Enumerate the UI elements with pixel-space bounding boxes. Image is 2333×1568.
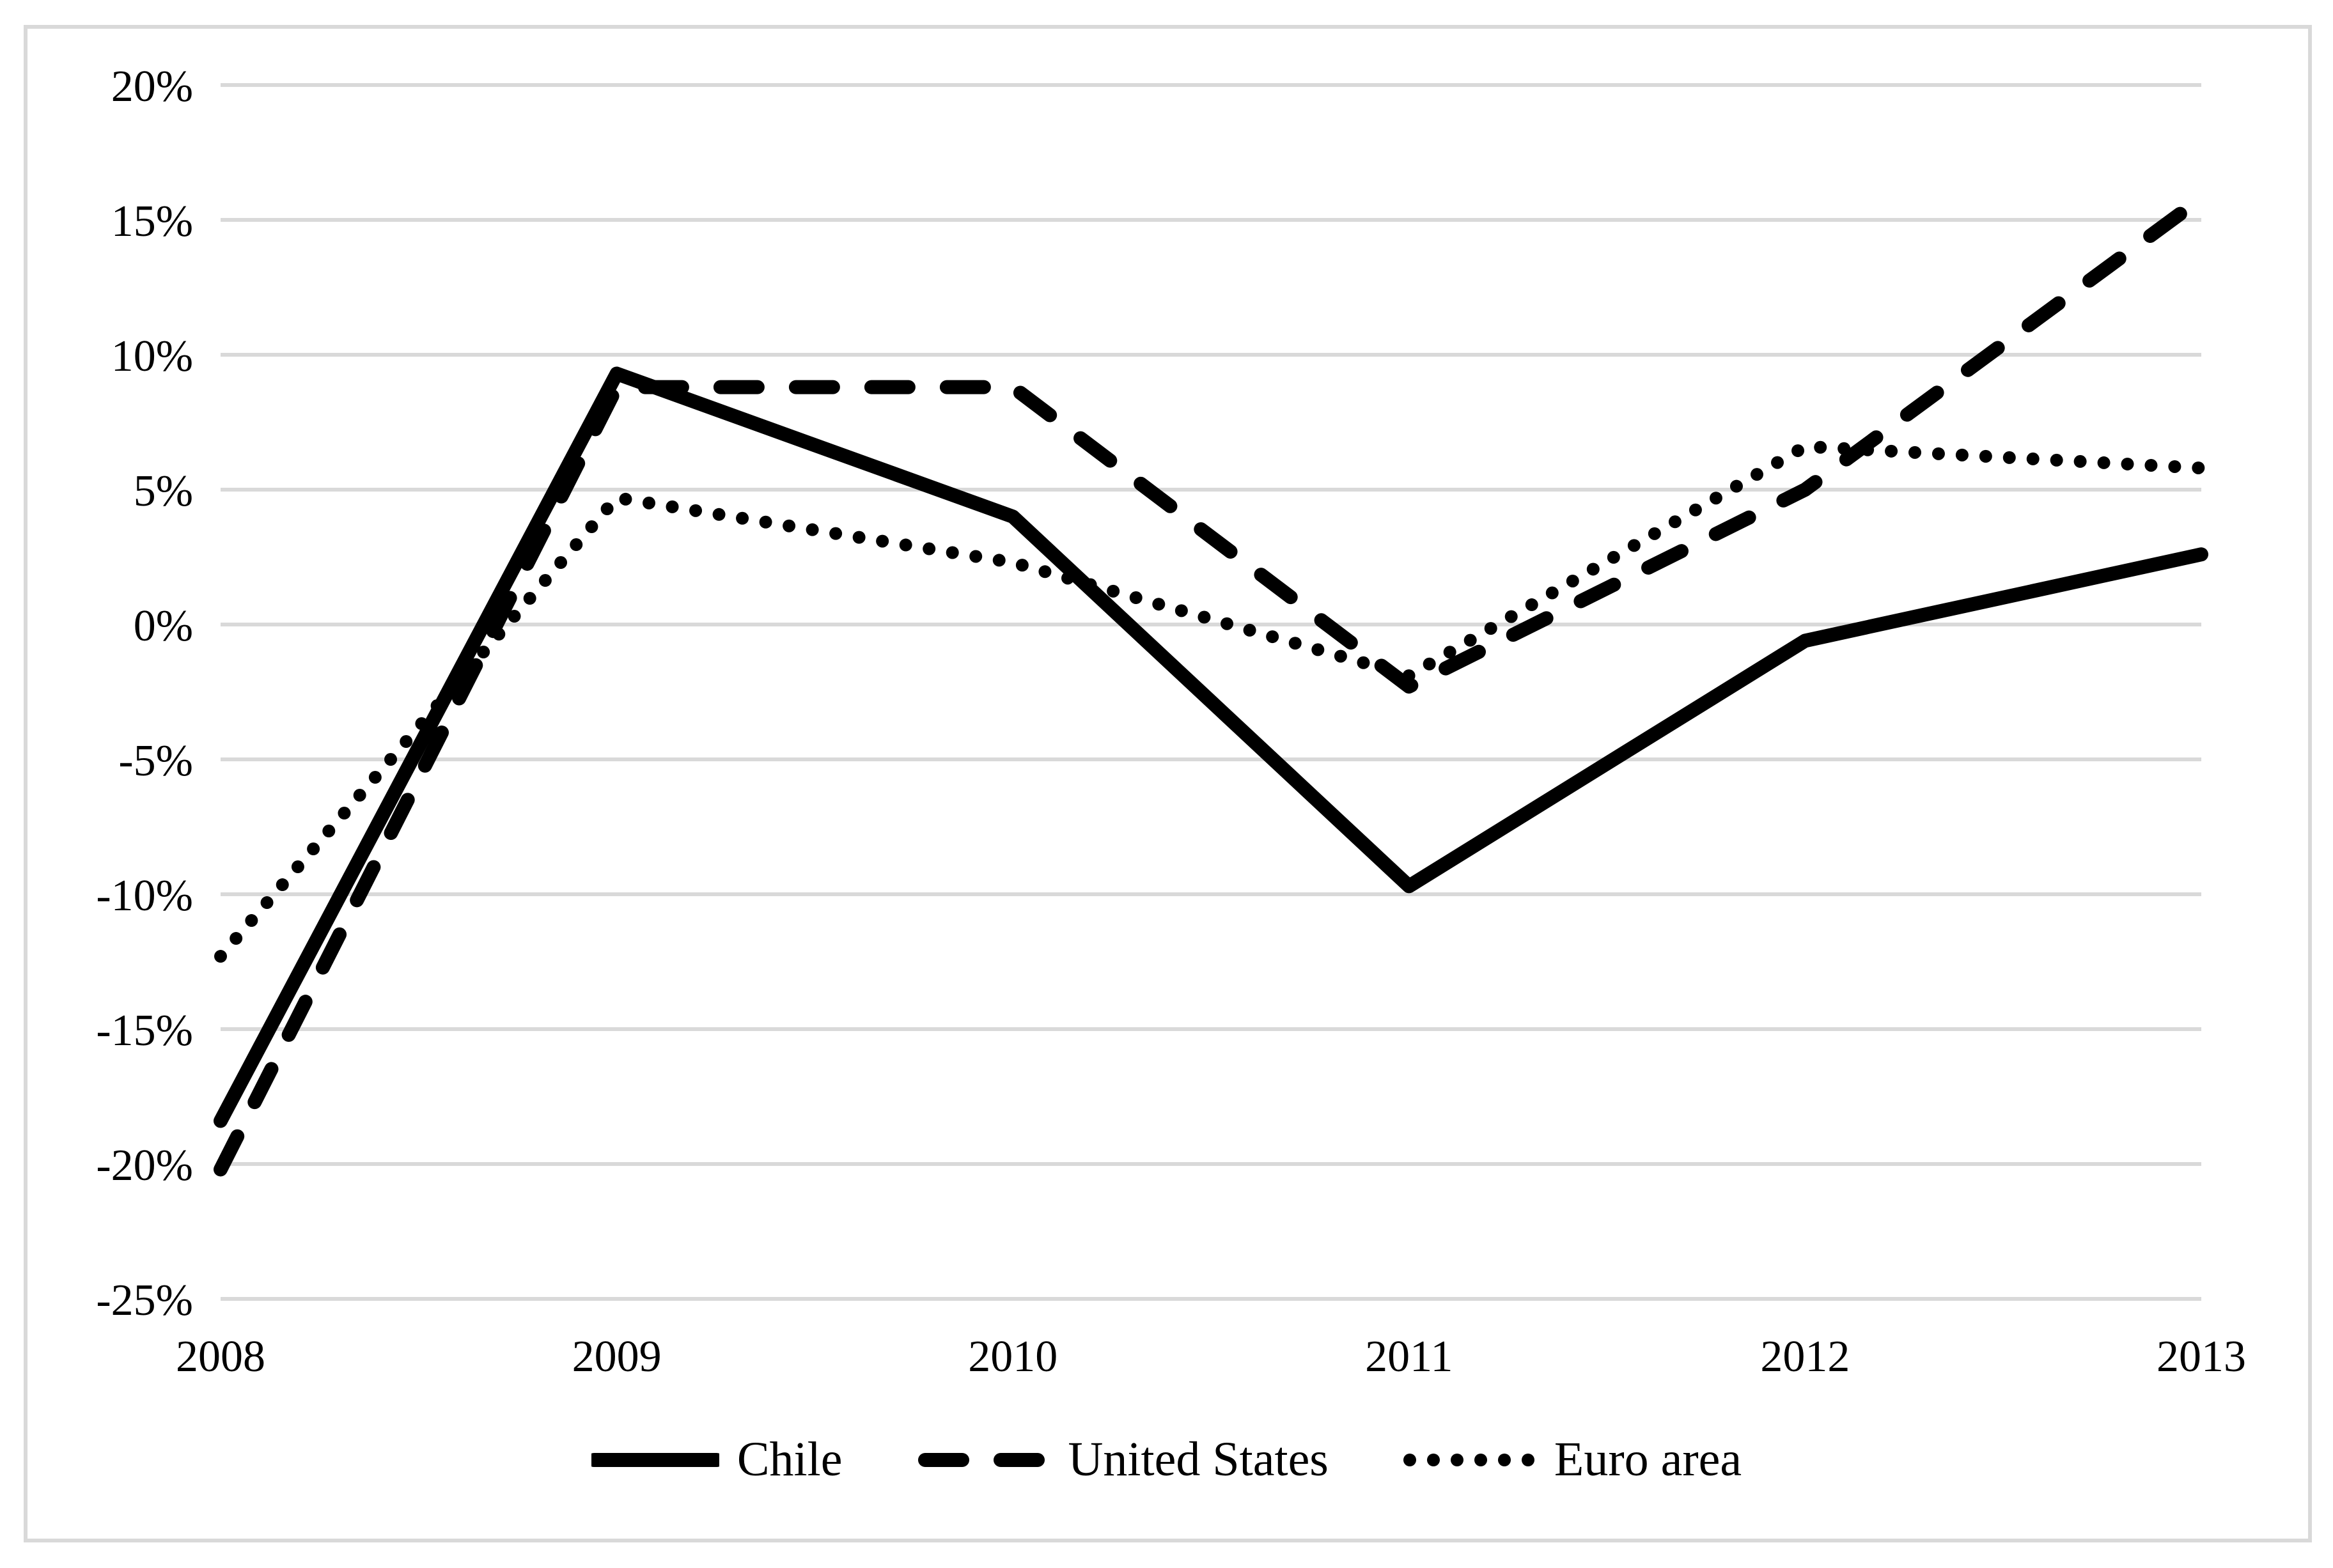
- x-axis-tick-label: 2013: [2157, 1332, 2246, 1381]
- legend-item-chile: Chile: [591, 1432, 843, 1487]
- y-axis-tick-label: 15%: [111, 197, 193, 246]
- x-axis-tick-label: 2011: [1365, 1332, 1453, 1381]
- series-line-euro-area: [214, 440, 2208, 963]
- legend-label-united-states: United States: [1068, 1432, 1329, 1486]
- y-axis-tick-label: 0%: [134, 602, 193, 651]
- y-axis-tick-label: -5%: [118, 736, 193, 786]
- y-axis-tick-label: -10%: [96, 871, 193, 920]
- legend-label-euro-area: Euro area: [1554, 1432, 1742, 1486]
- x-axis-tick-label: 2012: [1760, 1332, 1850, 1381]
- y-axis-tick-label: 10%: [111, 332, 193, 381]
- x-axis-tick-label: 2009: [572, 1332, 662, 1381]
- series-line-chile: [214, 366, 2208, 1128]
- legend-item-euro-area: Euro area: [1402, 1432, 1742, 1487]
- y-axis-tick-label: 20%: [111, 62, 193, 111]
- dashed-line-swatch-icon: [917, 1452, 1049, 1467]
- legend-item-united-states: United States: [916, 1432, 1329, 1487]
- legend-label-chile: Chile: [737, 1432, 843, 1486]
- x-axis-tick-label: 2010: [968, 1332, 1057, 1381]
- y-axis-tick-label: -25%: [96, 1276, 193, 1325]
- y-axis-tick-label: -20%: [96, 1141, 193, 1190]
- solid-line-swatch-icon: [591, 1452, 719, 1467]
- x-axis-tick-label: 2008: [176, 1332, 265, 1381]
- chart-frame: [24, 25, 2312, 1542]
- dotted-line-swatch-icon: [1403, 1453, 1536, 1466]
- y-axis-tick-label: 5%: [134, 467, 193, 516]
- series-line-united-states: [214, 191, 2208, 1177]
- chart-legend: Chile United States Euro area: [0, 1432, 2333, 1487]
- y-axis-tick-label: -15%: [96, 1006, 193, 1055]
